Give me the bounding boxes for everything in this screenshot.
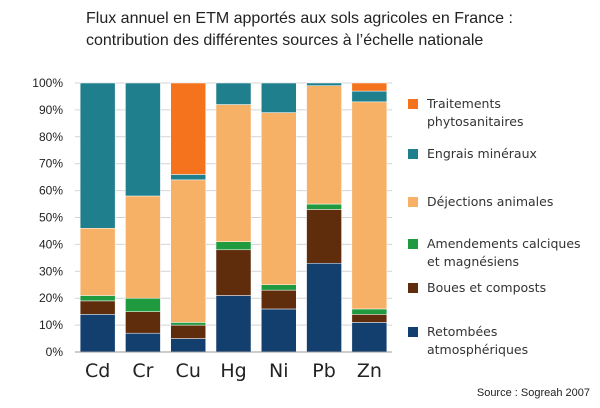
- bar-segment: [261, 112, 297, 285]
- y-tick-label: 70%: [39, 157, 63, 171]
- chart-title-line-1: Flux annuel en ETM apportés aux sols agr…: [86, 10, 513, 27]
- legend-label: Traitements phytosanitaires: [427, 96, 524, 129]
- legend-swatch: [408, 197, 418, 207]
- legend-swatch: [408, 283, 418, 293]
- bar-segment: [215, 241, 252, 251]
- bar-segment: [170, 174, 206, 181]
- y-tick-label: 30%: [39, 264, 63, 278]
- legend-label: Déjections animales: [427, 194, 554, 209]
- bar-segment: [79, 295, 116, 302]
- x-tick-label: Cd: [85, 360, 110, 382]
- source-note: Source : Sogreah 2007: [476, 387, 590, 399]
- legend-item: Boues et composts: [408, 279, 597, 297]
- bar-segment: [306, 82, 342, 86]
- y-tick-label: 60%: [39, 184, 63, 198]
- bar-segment: [351, 314, 388, 323]
- legend-swatch: [408, 327, 418, 337]
- legend-item: Amendements calciques et magnésiens: [408, 235, 597, 271]
- chart-title-line-2: contribution des différentes sources à l…: [86, 32, 484, 49]
- bar-segment: [351, 90, 388, 103]
- x-tick-label: Zn: [357, 360, 382, 382]
- legend-label: Retombées atmosphériques: [427, 324, 529, 357]
- bar-segment: [261, 284, 297, 291]
- bar-segment: [351, 82, 388, 92]
- bar-segment: [306, 262, 342, 353]
- legend-item: Engrais minéraux: [408, 145, 597, 163]
- legend-swatch: [408, 239, 418, 249]
- x-tick-label: Hg: [220, 360, 246, 382]
- bar-segment: [215, 249, 252, 296]
- bar-segment: [306, 209, 342, 264]
- y-tick-label: 50%: [39, 211, 63, 225]
- bar-segment: [170, 322, 206, 326]
- legend-swatch: [408, 99, 418, 109]
- bar-segment: [306, 203, 342, 210]
- bar-segment: [79, 314, 116, 353]
- x-tick-label: Cu: [176, 360, 201, 382]
- y-tick-label: 100%: [32, 76, 63, 90]
- bar-segment: [261, 289, 297, 310]
- x-tick-label: Ni: [269, 360, 289, 382]
- bar-segment: [79, 228, 116, 296]
- y-tick-label: 20%: [39, 291, 63, 305]
- bar-segment: [125, 332, 161, 353]
- y-tick-label: 80%: [39, 130, 63, 144]
- legend-item: Retombées atmosphériques: [408, 323, 597, 359]
- y-tick-label: 40%: [39, 237, 63, 251]
- legend-label: Boues et composts: [427, 280, 547, 295]
- bar-segment: [170, 82, 206, 175]
- bar-segment: [79, 300, 116, 315]
- x-tick-label: Pb: [312, 360, 336, 382]
- bar-segment: [125, 311, 161, 334]
- legend-label: Amendements calciques et magnésiens: [427, 236, 581, 269]
- x-tick-label: Cr: [132, 360, 153, 382]
- y-tick-label: 0%: [46, 345, 64, 359]
- legend-item: Traitements phytosanitaires: [408, 95, 597, 131]
- legend-swatch: [408, 149, 418, 159]
- bar-segment: [215, 104, 252, 242]
- bar-segment: [125, 82, 161, 197]
- y-tick-label: 90%: [39, 103, 63, 117]
- bar-segment: [170, 324, 206, 339]
- bar-segment: [261, 308, 297, 353]
- bar-segment: [125, 297, 161, 312]
- bar-segment: [170, 179, 206, 323]
- bar-segment: [79, 82, 116, 229]
- legend-label: Engrais minéraux: [427, 146, 537, 161]
- bar-segment: [215, 82, 252, 105]
- legend-item: Déjections animales: [408, 193, 597, 211]
- bar-segment: [306, 85, 342, 205]
- bar-segment: [125, 195, 161, 299]
- bar-segment: [351, 101, 388, 310]
- bar-segment: [351, 322, 388, 353]
- bar-segment: [261, 82, 297, 113]
- chart-title: Flux annuel en ETM apportés aux sols agr…: [86, 8, 513, 52]
- bar-segment: [215, 295, 252, 353]
- y-tick-label: 10%: [39, 318, 63, 332]
- bar-segment: [170, 338, 206, 353]
- bar-segment: [351, 308, 388, 315]
